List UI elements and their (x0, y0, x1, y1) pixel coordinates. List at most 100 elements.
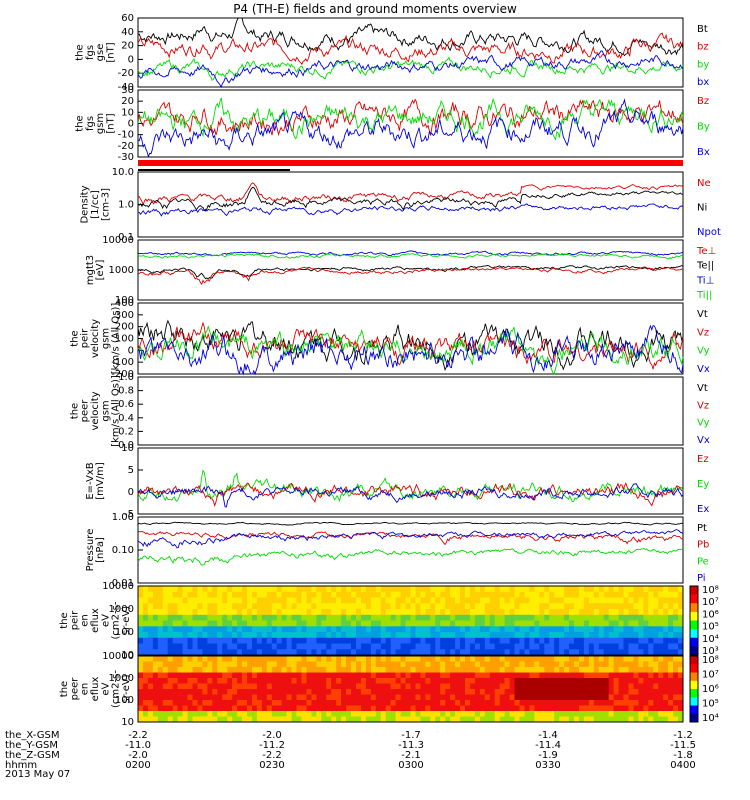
colorbar-label: 10⁸ (702, 655, 719, 666)
colorbar-label: 10⁵ (702, 622, 719, 633)
ylabel-pressure: Pressure [nPa] (85, 529, 106, 572)
colorbar-segment (690, 664, 698, 673)
ylabel-line: the (69, 330, 80, 346)
ylabel-line: [nT] (106, 42, 117, 62)
ytick-label: 10 (121, 650, 134, 661)
ylabel-line: (cm2-s- (111, 601, 122, 639)
colorbar-label: 10⁴ (702, 713, 719, 724)
legend-Vy: Vy (697, 418, 710, 429)
ylabel-line: gsm (95, 113, 106, 134)
ylabel-peir_vel: the peir velocity gsm [km/s (All Qs)] (69, 303, 121, 375)
ytick-label: -40 (118, 82, 134, 93)
ylabel-line: eV (100, 682, 111, 695)
colorbar-segment (690, 689, 698, 698)
footer-date: 2013 May 07 (5, 769, 70, 780)
series-Pi (137, 529, 684, 549)
legend-Ti||: Ti|| (696, 290, 712, 301)
colorbar-segment (690, 620, 698, 630)
ytick-label: 0.0 (118, 440, 134, 451)
series-by (137, 56, 684, 82)
panel-frame-fgs_gse (137, 17, 684, 88)
series-bx (137, 50, 684, 89)
series-Bx (137, 98, 684, 159)
legend-Pb: Pb (697, 540, 709, 551)
ylabel-line: en (80, 683, 91, 696)
ytick-label: 60 (121, 13, 134, 24)
ytick-label: 0 (128, 345, 134, 356)
legend-Vy: Vy (697, 346, 710, 357)
plot-title: P4 (TH-E) fields and ground moments over… (233, 2, 517, 16)
legend-Vz: Vz (697, 327, 709, 338)
legend-Te⊥: Te⊥ (696, 246, 716, 257)
colorbar-label: 10³ (702, 646, 719, 657)
ytick-label: 1.0 (118, 372, 134, 383)
ylabel-line: eflux (90, 677, 101, 702)
legend-Ey: Ey (697, 479, 709, 490)
footer-value: -2.0 (262, 730, 282, 741)
ylabel-line: sr-eV) (121, 606, 132, 635)
series-Bt (137, 17, 684, 57)
ytick-label: -10 (118, 130, 134, 141)
legend-Bx: Bx (697, 147, 710, 158)
series-Npot (137, 203, 684, 217)
ylabel-line: gsm (100, 328, 111, 349)
legend-Ex: Ex (697, 504, 709, 515)
colorbar-segment (690, 603, 698, 613)
colorbar-segment (690, 586, 698, 596)
ylabel-line: Density (80, 185, 91, 223)
footer-value: 0330 (535, 760, 560, 771)
ylabel-line: eflux (90, 608, 101, 633)
ytick-label: 0.2 (118, 426, 134, 437)
ylabel-line: Pressure (85, 529, 96, 572)
footer-value: 0230 (259, 760, 284, 771)
footer-value: -11.2 (259, 740, 285, 751)
ytick-label: 100 (115, 627, 134, 638)
footer-value: -11.3 (398, 740, 424, 751)
colorbar-segment (690, 594, 698, 604)
series-Te-par (137, 265, 684, 280)
quality-flag-bar (138, 160, 683, 166)
legend-By: By (697, 122, 710, 133)
series-Vz (137, 321, 684, 370)
colorbar-segment (690, 680, 698, 690)
legend-Vt: Vt (697, 383, 708, 394)
colorbar-segment (690, 629, 698, 639)
ytick-label: -30 (118, 152, 134, 163)
legend-Pt: Pt (697, 523, 707, 534)
ytick-label: -20 (118, 68, 134, 79)
panel-frame-efield (137, 447, 684, 515)
ylabel-peer_vel: the peer velocity gsm [km/s (All Qs)] (69, 375, 121, 447)
footer-value: -11.0 (125, 740, 151, 751)
ylabel-density: Density [1/cc] [cm-3] (80, 185, 112, 223)
series-Ni (137, 186, 684, 212)
colorbar-label: 10⁵ (702, 699, 719, 710)
ytick-label: 10000 (102, 581, 134, 592)
footer-value: -1.9 (538, 750, 558, 761)
series-Bz (137, 98, 684, 137)
panel-frame-density (137, 171, 684, 238)
ytick-label: 300 (115, 310, 134, 321)
ylabel-line: the (59, 612, 70, 628)
ylabel-line: peer (69, 677, 80, 701)
colorbar-segment (690, 656, 698, 665)
spectrogram-frame (137, 585, 684, 656)
footer-value: -11.5 (670, 740, 696, 751)
ytick-label: 100 (115, 695, 134, 706)
ytick-label: 0.1 (118, 232, 134, 243)
legend-Ez: Ez (697, 454, 709, 465)
ytick-label: 5 (128, 465, 134, 476)
ylabel-efield: E=-VxB [mV/m] (85, 462, 106, 500)
ytick-label: 200 (115, 322, 134, 333)
ytick-label: -5 (124, 509, 134, 520)
ytick-label: 0 (128, 119, 134, 130)
legend-Bt: Bt (697, 24, 708, 35)
ytick-label: 0 (128, 487, 134, 498)
panel-frame-peer_vel (137, 376, 684, 446)
ylabel-peir_spec: the peir en eflux eV (cm2-s-sr-eV) (59, 601, 132, 639)
legend-bz: bz (697, 42, 709, 53)
colorbar-label: 10⁷ (702, 597, 719, 608)
ylabel-line: [mV/m] (95, 462, 106, 500)
ytick-label: 0.4 (118, 413, 134, 424)
footer-value: -1.4 (538, 730, 558, 741)
